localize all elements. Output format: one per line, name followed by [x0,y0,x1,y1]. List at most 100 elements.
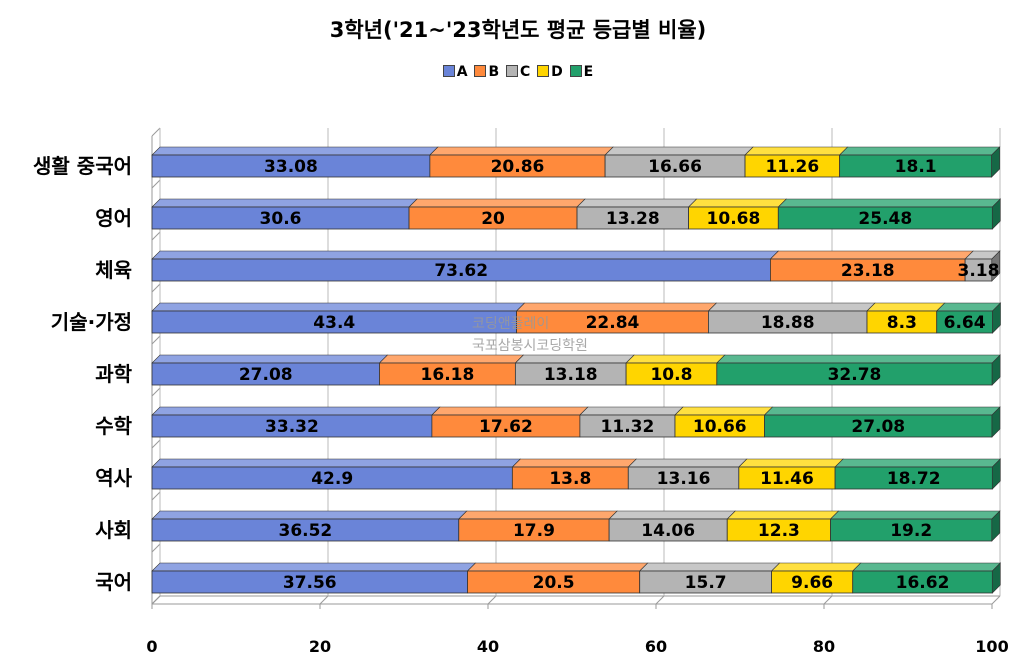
bar-segment-top [778,199,1000,207]
bar-segment-top [765,407,1000,415]
data-label: 15.7 [685,573,727,593]
bar-segment-top [432,407,588,415]
bar-segment-top [831,511,1000,519]
x-tick-label: 40 [477,637,499,656]
category-label: 체육 [95,258,132,282]
data-label: 43.4 [313,313,355,333]
data-label: 42.9 [311,469,353,489]
bar-segment-top [512,459,636,467]
data-label: 13.16 [657,469,711,489]
bar-segment-top [772,563,861,571]
data-label: 9.66 [791,573,833,593]
bar-segment-top [675,407,773,415]
data-label: 13.8 [549,469,591,489]
data-label: 19.2 [890,521,932,541]
bar-segment-top [835,459,1000,467]
bar-segment-top [152,251,778,259]
bar-segment-top [152,199,417,207]
bar-segment-top [152,459,520,467]
category-divider-tick [152,284,160,292]
data-label: 3.18 [957,261,999,281]
category-divider-tick [152,180,160,188]
data-label: 10.68 [707,209,761,229]
data-label: 18.72 [887,469,941,489]
bar-segment-top [517,303,717,311]
data-label: 20.86 [491,157,545,177]
data-label: 6.64 [944,313,986,333]
category-label: 사회 [95,518,132,542]
data-label: 23.18 [841,261,895,281]
floor-grid-diagonal [152,596,160,604]
bar-segment-top [152,563,476,571]
data-label: 37.56 [283,573,337,593]
data-label: 36.52 [278,521,332,541]
bar-segment-top [152,407,440,415]
bar-segment-top [580,407,683,415]
floor-grid-diagonal [824,596,832,604]
bar-segment-top [152,147,438,155]
bar-segment-top [867,303,945,311]
watermark-line-2: 국포삼봉시코딩학원 [472,335,588,357]
data-label: 13.28 [606,209,660,229]
bar-segment-top [708,303,875,311]
category-label: 국어 [95,570,132,594]
bar-segment-top [770,251,973,259]
data-label: 18.1 [895,157,937,177]
x-tick-label: 80 [813,637,835,656]
bar-segment-top [745,147,848,155]
bar-segment-top [609,511,735,519]
data-label: 18.88 [761,313,815,333]
watermark: 코딩앤플레이 국포삼봉시코딩학원 [472,313,588,357]
bar-segment-top [152,303,525,311]
data-label: 16.66 [648,157,702,177]
category-divider-tick [152,492,160,500]
category-divider-tick [152,440,160,448]
category-label: 생활 중국어 [33,154,132,178]
data-label: 17.9 [513,521,555,541]
data-label: 16.18 [421,365,475,385]
floor-grid-diagonal [656,596,664,604]
data-label: 20.5 [533,573,575,593]
bar-segment-top [459,511,617,519]
data-label: 10.66 [693,417,747,437]
category-label: 과학 [95,362,132,386]
bar-segment-top [577,199,697,207]
category-divider-tick [152,128,160,136]
bar-segment-top [689,199,787,207]
data-label: 11.46 [760,469,814,489]
data-label: 13.18 [544,365,598,385]
floor-grid-diagonal [320,596,328,604]
bar-segment-top [853,563,1001,571]
data-label: 27.08 [851,417,905,437]
data-label: 27.08 [239,365,293,385]
data-label: 11.26 [765,157,819,177]
category-label: 기술·가정 [51,310,132,334]
data-label: 20 [481,209,505,229]
data-label: 33.32 [265,417,319,437]
bar-segment-top [640,563,780,571]
bar-segment-top [626,355,725,363]
category-label: 역사 [95,466,132,490]
data-label: 8.3 [887,313,917,333]
category-divider-tick [152,544,160,552]
category-divider-tick [152,388,160,396]
data-label: 14.06 [641,521,695,541]
x-tick-label: 100 [975,637,1008,656]
floor-grid-diagonal [488,596,496,604]
bar-segment-top [717,355,1000,363]
data-label: 11.32 [601,417,655,437]
data-label: 10.8 [650,365,692,385]
data-label: 33.08 [264,157,318,177]
watermark-line-1: 코딩앤플레이 [472,313,588,335]
bar-segment-top [739,459,843,467]
bar-segment-top [409,199,585,207]
category-label: 수학 [95,414,132,438]
bar-segment-top [152,355,387,363]
bar-segment-top [840,147,1000,155]
data-label: 73.62 [434,261,488,281]
data-label: 32.78 [828,365,882,385]
data-label: 16.62 [896,573,950,593]
bar-segment-top [605,147,753,155]
bar-segment-top [152,511,467,519]
category-divider-tick [152,232,160,240]
